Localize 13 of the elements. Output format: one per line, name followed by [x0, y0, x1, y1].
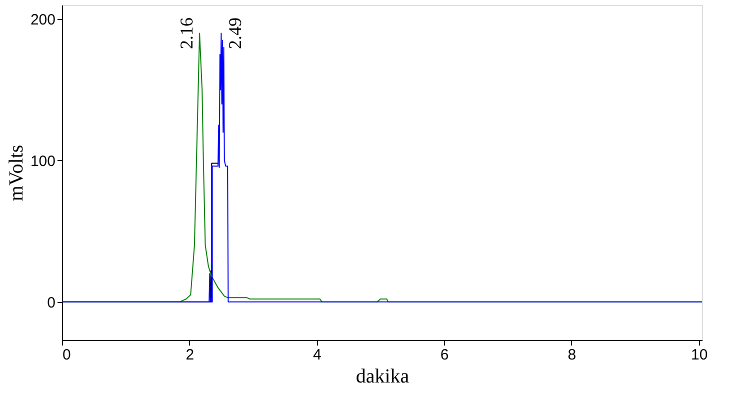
- x-axis-title: dakika: [356, 366, 410, 388]
- y-tick-label: 100: [30, 152, 56, 170]
- x-tick-label: 8: [568, 346, 576, 364]
- annotation: 2.16: [176, 18, 197, 50]
- x-tick-label: 10: [690, 346, 708, 364]
- y-axis-title: mVolts: [5, 144, 28, 202]
- y-tick-label: 0: [47, 294, 56, 312]
- y-tick-label: 200: [30, 12, 56, 29]
- annotation: 2.49: [225, 18, 246, 50]
- x-tick-label: 2: [186, 346, 194, 364]
- x-tick-label: 6: [440, 346, 449, 364]
- x-tick-label: 0: [62, 346, 71, 364]
- x-tick-label: 4: [313, 346, 322, 364]
